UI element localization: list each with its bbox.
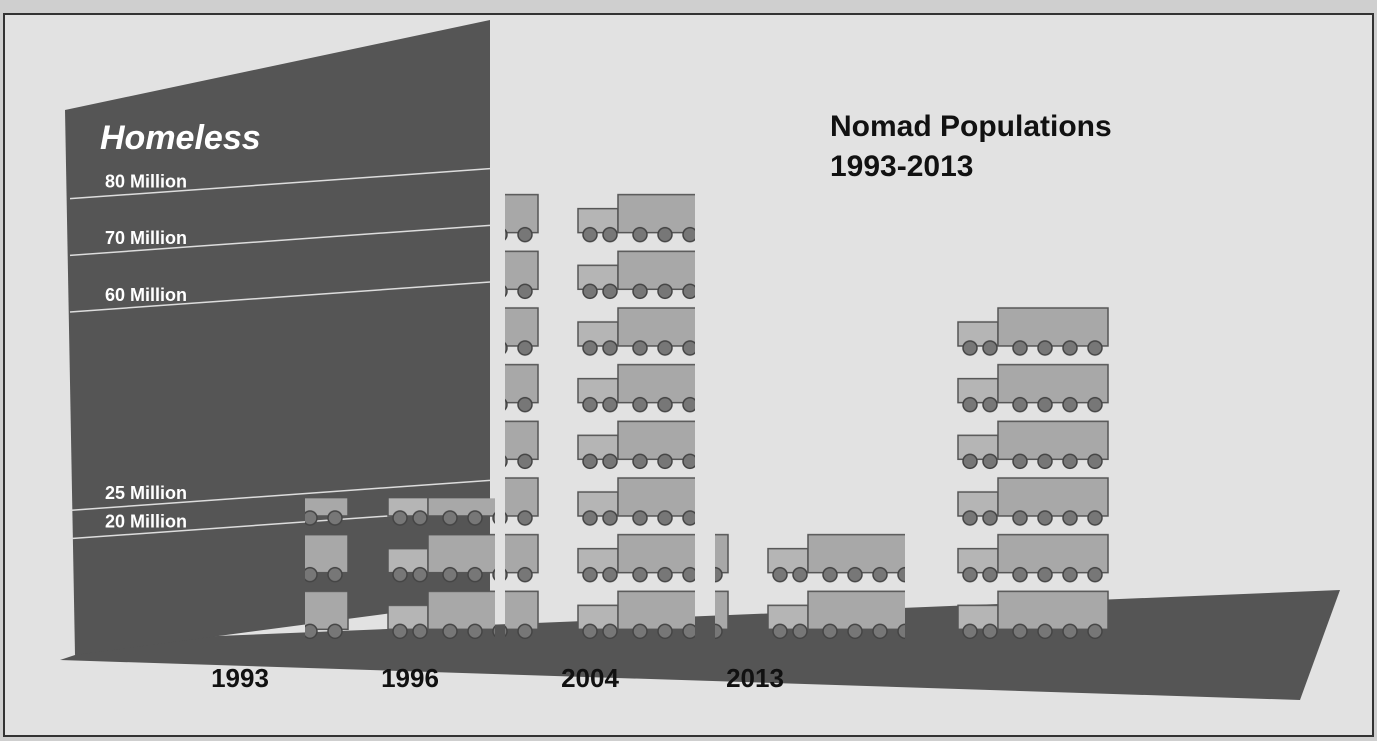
truck-stack bbox=[505, 186, 695, 640]
grid-line bbox=[69, 167, 491, 200]
x-tick-label: 1993 bbox=[211, 663, 269, 693]
chart-subtitle: 1993-2013 bbox=[830, 150, 973, 183]
y-tick-label: 70 Million bbox=[105, 228, 187, 248]
grid-line bbox=[69, 281, 491, 313]
y-tick-label: 20 Million bbox=[105, 511, 187, 531]
truck-stack bbox=[715, 526, 905, 640]
axis-label: Homeless bbox=[100, 119, 261, 157]
grid-line bbox=[69, 479, 491, 512]
x-tick-label: 2004 bbox=[561, 663, 619, 693]
y-tick-label: 25 Million bbox=[105, 483, 187, 503]
grid-line bbox=[69, 224, 491, 257]
x-tick-label: 1996 bbox=[381, 663, 439, 693]
chart-title: Nomad Populations bbox=[830, 110, 1112, 143]
y-tick-label: 80 Million bbox=[105, 171, 187, 191]
y-tick-label: 60 Million bbox=[105, 285, 187, 305]
truck-stack bbox=[305, 498, 495, 640]
wall bbox=[65, 20, 490, 655]
truck-stack bbox=[925, 300, 1115, 640]
x-tick-label: 2013 bbox=[726, 663, 784, 693]
